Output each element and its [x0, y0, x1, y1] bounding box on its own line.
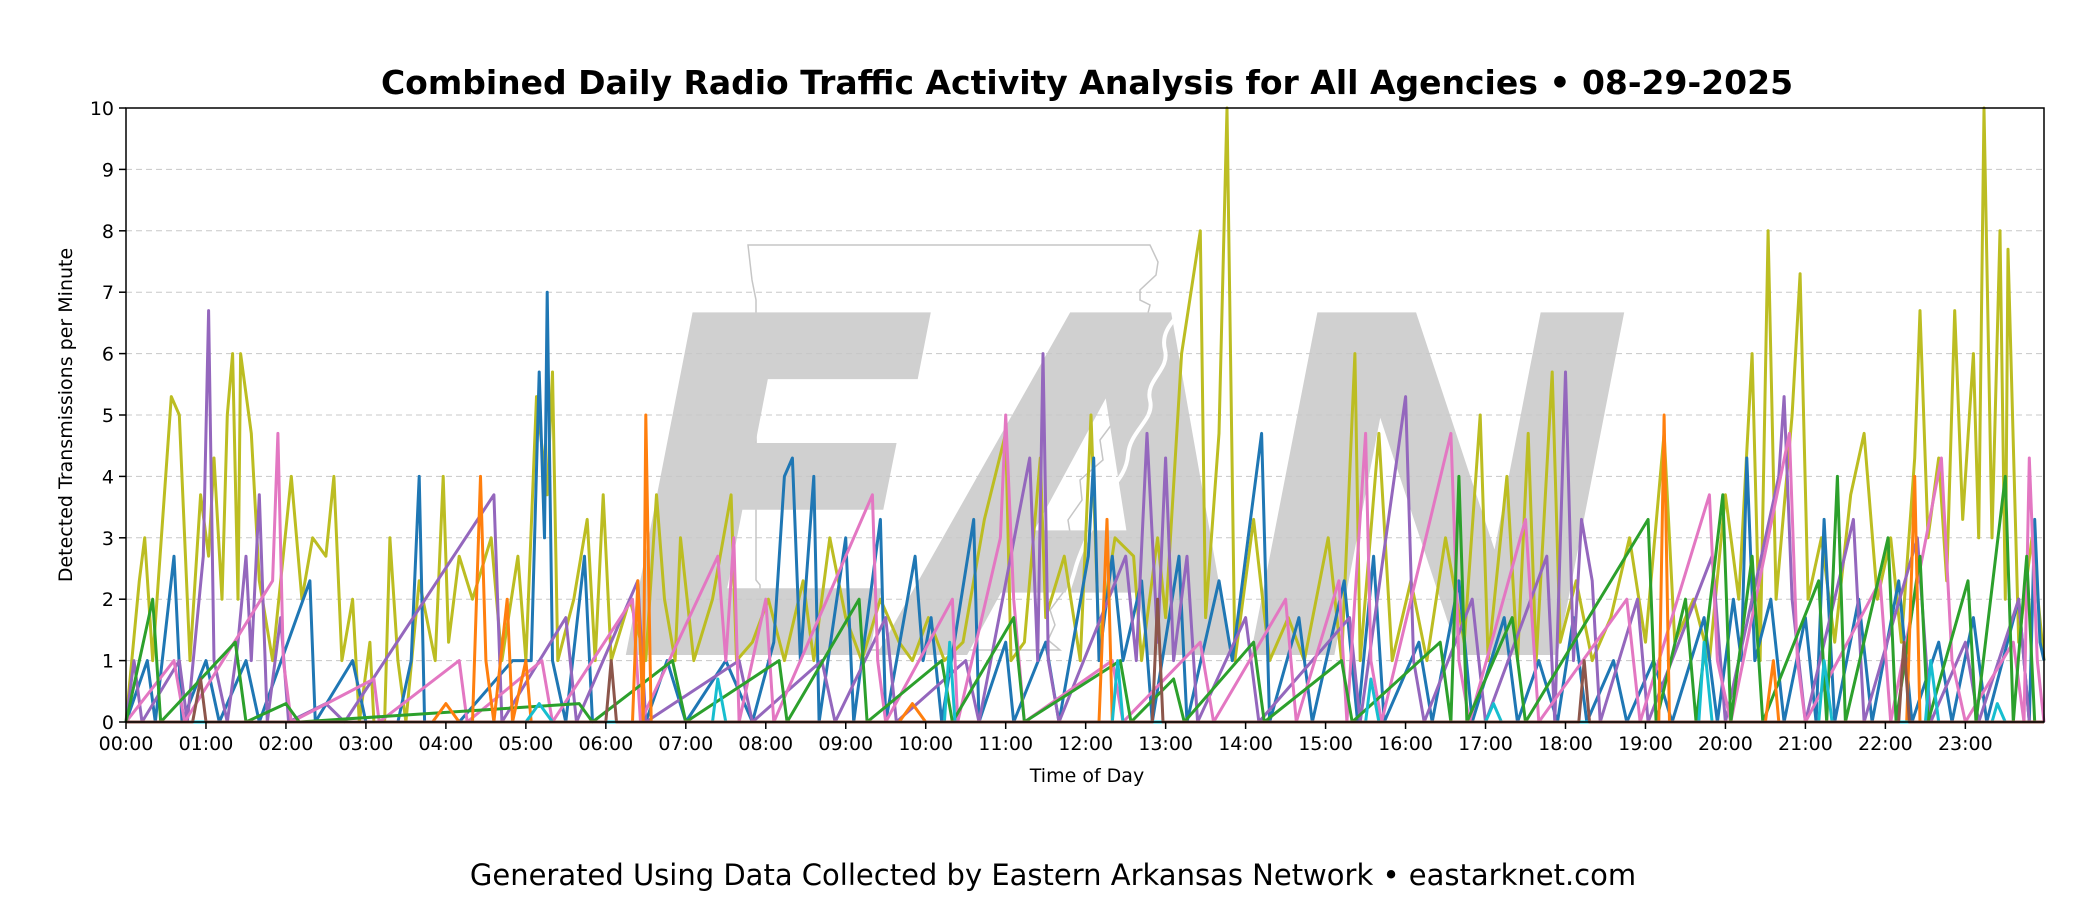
chart-title: Combined Daily Radio Traffic Activity An… [381, 63, 1793, 102]
x-tick-label: 09:00 [818, 733, 873, 755]
y-tick-label: 1 [102, 651, 114, 673]
y-tick-label: 4 [102, 466, 114, 488]
x-tick-label: 22:00 [1858, 733, 1913, 755]
y-axis-ticks: 0 1 2 3 4 5 6 7 8 9 10 [90, 98, 126, 734]
state-outline-icon [747, 244, 1159, 651]
x-tick-label: 16:00 [1378, 733, 1433, 755]
y-tick-label: 6 [102, 344, 114, 366]
y-tick-label: 9 [102, 159, 114, 181]
series-line-8 [126, 597, 2044, 724]
x-tick-label: 10:00 [898, 733, 953, 755]
x-tick-label: 17:00 [1458, 733, 1513, 755]
x-tick-label: 02:00 [259, 733, 314, 755]
x-tick-label: 23:00 [1938, 733, 1993, 755]
x-tick-label: 05:00 [498, 733, 553, 755]
x-tick-label: 20:00 [1698, 733, 1753, 755]
x-tick-label: 18:00 [1538, 733, 1593, 755]
x-tick-label: 19:00 [1618, 733, 1673, 755]
x-tick-label: 15:00 [1298, 733, 1353, 755]
river-line-icon [1053, 298, 1192, 641]
footer-credit: Generated Using Data Collected by Easter… [470, 858, 1636, 892]
x-tick-label: 00:00 [99, 733, 154, 755]
y-tick-label: 7 [102, 282, 114, 304]
x-tick-label: 03:00 [339, 733, 394, 755]
x-tick-label: 08:00 [738, 733, 793, 755]
x-tick-label: 21:00 [1778, 733, 1833, 755]
x-axis-ticks: 00:00 01:00 02:00 03:00 04:00 05:00 06:00 07:00… [99, 722, 1993, 755]
y-tick-label: 3 [102, 528, 114, 550]
x-tick-label: 12:00 [1058, 733, 1113, 755]
x-tick-label: 04:00 [419, 733, 474, 755]
x-tick-label: 11:00 [978, 733, 1033, 755]
series-line-3 [124, 309, 2044, 724]
y-tick-label: 10 [90, 98, 114, 120]
x-tick-label: 01:00 [179, 733, 234, 755]
x-tick-label: 13:00 [1138, 733, 1193, 755]
x-tick-label: 14:00 [1218, 733, 1273, 755]
series-line-5 [124, 474, 2044, 724]
y-tick-label: 2 [102, 589, 114, 611]
x-axis-label: Time of Day [1029, 765, 1144, 787]
y-tick-label: 8 [102, 221, 114, 243]
x-tick-label: 06:00 [578, 733, 633, 755]
y-tick-label: 5 [102, 405, 114, 427]
series-lines [124, 106, 2046, 724]
x-tick-label: 07:00 [658, 733, 713, 755]
y-tick-label: 0 [102, 712, 114, 734]
y-axis-label: Detected Transmissions per Minute [55, 248, 77, 582]
